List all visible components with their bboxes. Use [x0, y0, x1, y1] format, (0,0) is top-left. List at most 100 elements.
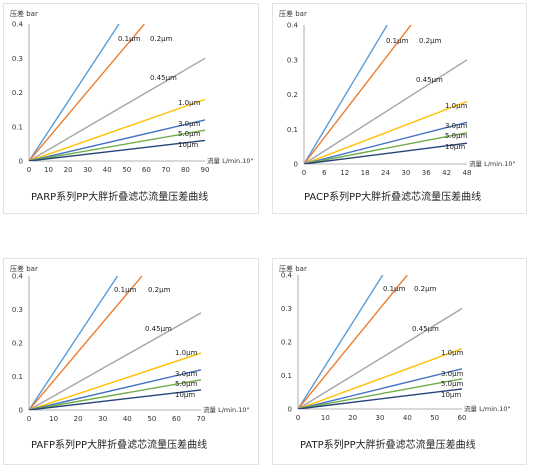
y-tick-label: 0.2 — [281, 339, 292, 347]
series-label: 3.0μm — [445, 122, 468, 130]
series-label: 5.0μm — [175, 380, 198, 388]
x-tick-label: 70 — [161, 166, 170, 174]
x-tick-label: 6 — [322, 169, 327, 177]
chart-title: PAFP系列PP大胖折叠滤芯流量压差曲线 — [31, 440, 208, 451]
series-line — [29, 276, 143, 410]
chart-panel-pafp: 压差 bar 0 0.1 0.2 0.3 0.4 0 10 20 30 40 50 60 70 流量 L/m… — [3, 258, 259, 465]
x-tick-label: 30 — [98, 415, 107, 423]
series-line — [298, 307, 463, 409]
x-tick-label: 50 — [122, 166, 131, 174]
series-label: 1.0μm — [178, 99, 201, 107]
x-tick-label: 80 — [181, 166, 190, 174]
x-tick-label: 12 — [340, 169, 349, 177]
chart-panel-pacp: 压差 bar 0 0.1 0.2 0.3 0.4 0 6 12 18 24 30 36 42 48 流量 L/… — [272, 3, 527, 214]
series-label: 10μm — [441, 391, 461, 399]
x-tick-label: 30 — [376, 414, 385, 422]
series-line — [29, 369, 202, 410]
x-tick-label: 10 — [49, 415, 58, 423]
x-tick-label: 36 — [422, 169, 431, 177]
series-line — [29, 139, 206, 161]
series-group — [298, 275, 463, 409]
x-tick-label: 70 — [197, 415, 206, 423]
y-axis-label: 压差 bar — [10, 9, 38, 18]
series-line — [29, 312, 202, 410]
series-label: 3.0μm — [441, 370, 464, 378]
y-tick-label: 0.3 — [287, 56, 298, 64]
series-line — [304, 132, 468, 164]
y-tick-label: 0.4 — [281, 272, 293, 280]
series-label: 0.2μm — [414, 285, 437, 293]
x-tick-label: 20 — [348, 414, 357, 422]
series-group — [29, 24, 206, 161]
x-tick-label: 50 — [430, 414, 439, 422]
series-label: 1.0μm — [441, 349, 464, 357]
y-tick-label: 0.1 — [12, 373, 23, 381]
series-label: 0.1μm — [383, 285, 406, 293]
series-line — [29, 352, 202, 410]
x-tick-label: 60 — [142, 166, 151, 174]
series-label: 0.45μm — [145, 325, 172, 333]
x-tick-label: 0 — [302, 169, 306, 177]
chart-title: PATP系列PP大胖折叠滤芯流量压差曲线 — [300, 440, 476, 451]
chart-panel-parp: 压差 bar 0 0.1 0.2 0.3 0.4 0 10 20 30 40 50 60 70 80 90 流量… — [3, 3, 259, 214]
x-tick-label: 24 — [381, 169, 390, 177]
y-tick-label: 0.4 — [12, 21, 24, 29]
series-label: 0.45μm — [416, 76, 443, 84]
series-label: 0.1μm — [118, 35, 141, 43]
y-axis-label: 压差 bar — [10, 264, 38, 273]
x-tick-label: 10 — [321, 414, 330, 422]
series-label: 0.2μm — [148, 286, 171, 294]
y-tick-label: 0.1 — [12, 123, 23, 131]
y-tick-label: 0.2 — [12, 340, 23, 348]
series-line — [29, 129, 206, 161]
series-label: 1.0μm — [175, 349, 198, 357]
x-axis-label: 流量 L/min.10" — [207, 156, 253, 165]
x-tick-label: 60 — [458, 414, 467, 422]
y-tick-label: 0.3 — [281, 305, 292, 313]
series-line — [29, 57, 206, 161]
series-label: 3.0μm — [178, 120, 201, 128]
series-line — [304, 59, 468, 164]
x-axis-label: 流量 L/min.10" — [469, 159, 515, 168]
x-axis-label: 流量 L/min.10" — [464, 404, 510, 413]
x-tick-label: 10 — [44, 166, 53, 174]
y-tick-label: 0.4 — [12, 273, 24, 281]
y-tick-label: 0.2 — [287, 91, 298, 99]
x-tick-label: 90 — [201, 166, 210, 174]
x-tick-label: 0 — [27, 166, 31, 174]
series-label: 5.0μm — [445, 132, 468, 140]
series-label: 0.1μm — [386, 37, 409, 45]
series-line — [29, 24, 145, 161]
x-tick-label: 40 — [103, 166, 112, 174]
y-tick-label: 0 — [294, 161, 298, 169]
y-tick-label: 0.1 — [281, 372, 292, 380]
series-label: 10μm — [175, 391, 195, 399]
chart-panel-patp: 压差 bar 0 0.1 0.2 0.3 0.4 0 10 20 30 40 50 60 流量 L/min… — [272, 258, 527, 465]
series-line — [298, 348, 463, 409]
series-line — [304, 100, 468, 164]
x-tick-label: 0 — [27, 415, 31, 423]
series-line — [29, 379, 202, 410]
x-tick-label: 20 — [74, 415, 83, 423]
y-tick-label: 0 — [288, 406, 292, 414]
y-axis-label: 压差 bar — [279, 9, 307, 18]
x-tick-label: 60 — [172, 415, 181, 423]
x-tick-label: 48 — [463, 169, 472, 177]
x-tick-label: 18 — [361, 169, 370, 177]
series-label: 0.45μm — [412, 325, 439, 333]
series-line — [298, 368, 463, 409]
y-axis-label: 压差 bar — [279, 264, 307, 273]
x-tick-label: 40 — [123, 415, 132, 423]
series-label: 0.1μm — [114, 286, 137, 294]
chart-svg: 压差 bar 0 0.1 0.2 0.3 0.4 0 10 20 30 40 50 60 70 80 90流量… — [10, 9, 253, 174]
series-line — [304, 121, 468, 164]
chart-title: PARP系列PP大胖折叠滤芯流量压差曲线 — [31, 192, 209, 203]
series-line — [29, 389, 202, 410]
series-line — [298, 378, 463, 409]
x-tick-label: 30 — [83, 166, 92, 174]
series-line — [29, 119, 206, 161]
series-label: 1.0μm — [445, 102, 468, 110]
